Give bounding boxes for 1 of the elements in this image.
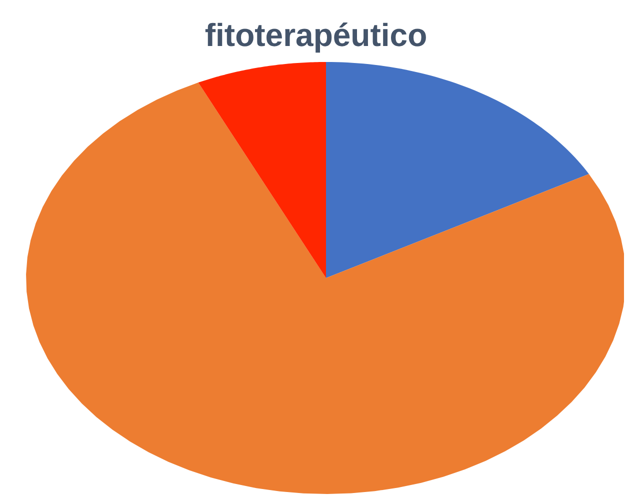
chart-title: fitoterapéutico xyxy=(204,17,428,53)
